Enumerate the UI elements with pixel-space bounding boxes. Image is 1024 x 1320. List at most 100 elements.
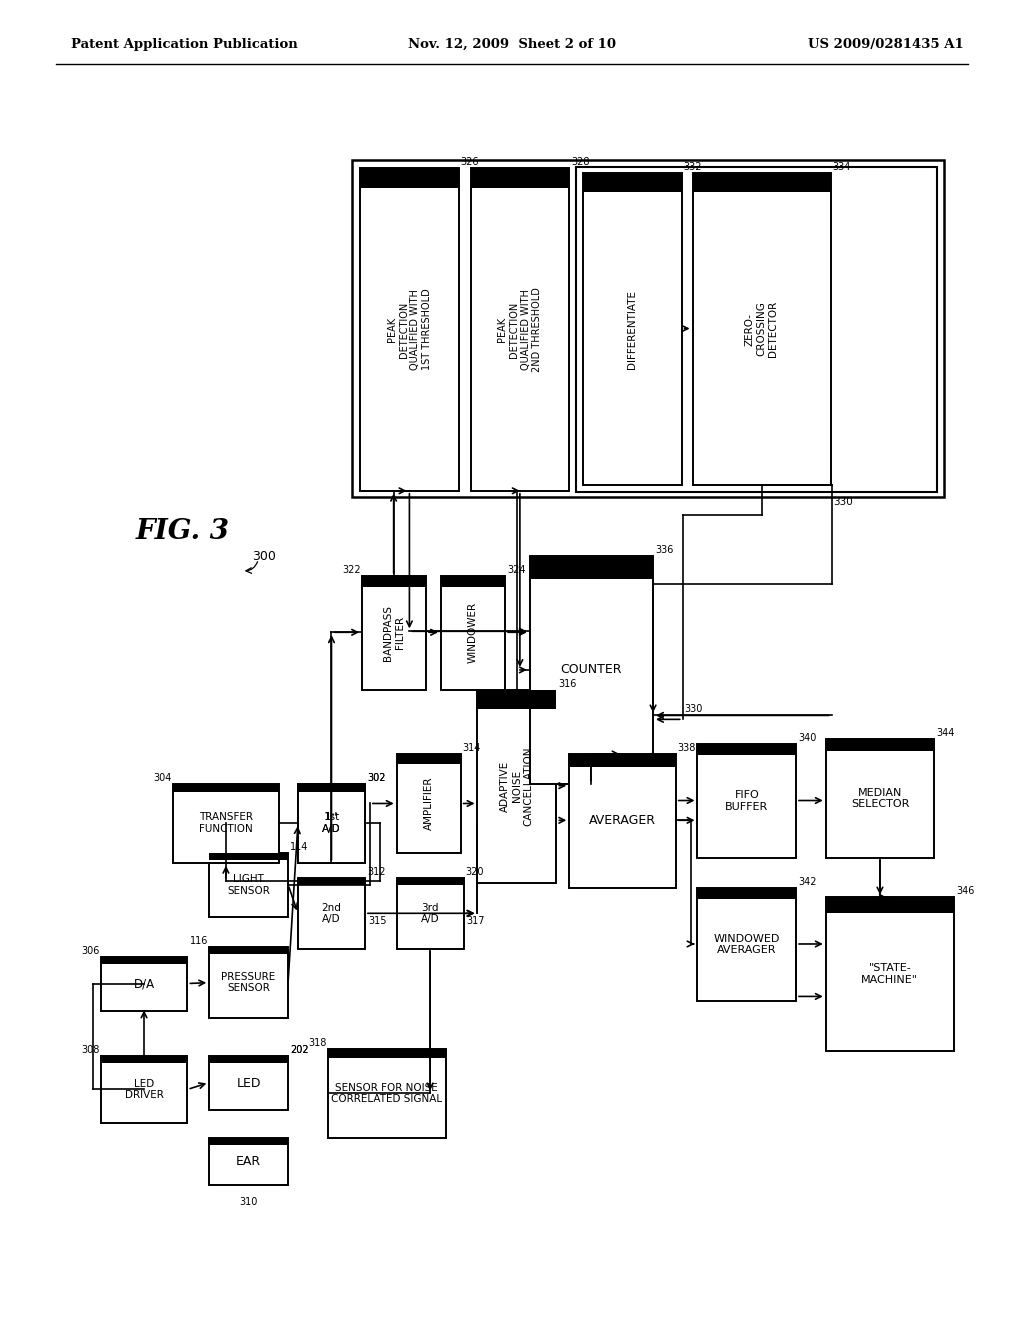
Bar — [362, 576, 426, 689]
Bar — [583, 173, 682, 191]
Bar — [209, 946, 288, 954]
Text: 326: 326 — [461, 157, 479, 168]
Bar — [569, 754, 676, 767]
Bar — [583, 173, 682, 484]
Bar — [173, 784, 280, 863]
Text: EAR: EAR — [237, 1155, 261, 1168]
Bar — [298, 878, 365, 949]
Text: FIFO
BUFFER: FIFO BUFFER — [725, 791, 768, 812]
Text: 202: 202 — [290, 1045, 308, 1055]
Text: PRESSURE
SENSOR: PRESSURE SENSOR — [221, 972, 275, 994]
Bar — [328, 1049, 445, 1138]
Bar — [173, 784, 280, 792]
Bar — [100, 957, 187, 1011]
Bar — [471, 168, 569, 187]
Bar — [396, 754, 461, 764]
Bar — [100, 957, 187, 964]
Bar — [577, 168, 937, 492]
Bar — [697, 887, 796, 899]
Bar — [209, 853, 288, 859]
Text: 316: 316 — [558, 678, 577, 689]
Text: 3rd
A/D: 3rd A/D — [421, 903, 439, 924]
Text: 318: 318 — [308, 1038, 327, 1048]
Bar — [825, 739, 934, 858]
Text: D/A: D/A — [133, 978, 155, 990]
Text: AVERAGER: AVERAGER — [589, 814, 656, 828]
Bar — [825, 739, 934, 751]
Text: ADAPTIVE
NOISE
CANCELLATION: ADAPTIVE NOISE CANCELLATION — [501, 746, 534, 826]
Text: 336: 336 — [655, 545, 674, 556]
Text: MEDIAN
SELECTOR: MEDIAN SELECTOR — [851, 788, 909, 809]
Text: FIG. 3: FIG. 3 — [135, 517, 229, 545]
Bar — [298, 784, 365, 863]
Bar — [477, 689, 556, 709]
Bar — [298, 784, 365, 863]
Bar — [529, 556, 653, 784]
Text: 300: 300 — [252, 549, 275, 562]
Text: 344: 344 — [936, 729, 954, 738]
Text: 312: 312 — [367, 867, 385, 876]
Text: 310: 310 — [240, 1197, 258, 1208]
Bar — [100, 1056, 187, 1063]
Text: 1st
A/D: 1st A/D — [323, 813, 341, 834]
Text: 314: 314 — [463, 743, 481, 752]
Text: 342: 342 — [798, 876, 816, 887]
Text: 330: 330 — [685, 705, 703, 714]
Text: 340: 340 — [798, 733, 816, 743]
Bar — [697, 887, 796, 1002]
Text: 202: 202 — [290, 1045, 308, 1055]
Text: 330: 330 — [834, 496, 853, 507]
Bar — [209, 1056, 288, 1110]
Text: 308: 308 — [81, 1045, 99, 1055]
Text: 320: 320 — [466, 867, 484, 876]
Text: 116: 116 — [189, 936, 208, 946]
Text: 302: 302 — [367, 772, 385, 783]
Bar — [471, 168, 569, 491]
Text: 346: 346 — [955, 887, 974, 896]
Bar — [529, 556, 653, 579]
Text: Patent Application Publication: Patent Application Publication — [71, 38, 298, 51]
Bar — [209, 853, 288, 917]
Bar — [298, 878, 365, 884]
Bar — [396, 878, 464, 949]
Text: 304: 304 — [154, 772, 172, 783]
Bar — [692, 173, 830, 191]
Text: 306: 306 — [81, 946, 99, 956]
Text: 332: 332 — [684, 162, 702, 172]
Text: 322: 322 — [342, 565, 361, 576]
Bar — [441, 576, 505, 587]
Text: PEAK
DETECTION
QUALIFIED WITH
1ST THRESHOLD: PEAK DETECTION QUALIFIED WITH 1ST THRESH… — [387, 289, 432, 371]
Bar — [298, 784, 365, 792]
Bar — [825, 898, 954, 913]
Text: PEAK
DETECTION
QUALIFIED WITH
2ND THRESHOLD: PEAK DETECTION QUALIFIED WITH 2ND THRESH… — [498, 286, 543, 372]
Bar — [209, 1138, 288, 1185]
Bar — [362, 576, 426, 587]
Text: 338: 338 — [678, 743, 696, 752]
Text: WINDOWED
AVERAGER: WINDOWED AVERAGER — [714, 933, 780, 956]
Bar — [328, 1049, 445, 1057]
Text: 302: 302 — [367, 772, 385, 783]
Text: 328: 328 — [571, 157, 590, 168]
Bar — [825, 898, 954, 1051]
Text: US 2009/0281435 A1: US 2009/0281435 A1 — [808, 38, 964, 51]
Text: SENSOR FOR NOISE
CORRELATED SIGNAL: SENSOR FOR NOISE CORRELATED SIGNAL — [331, 1082, 442, 1105]
Bar — [360, 168, 459, 187]
Text: 114: 114 — [290, 842, 308, 851]
Text: 334: 334 — [833, 162, 851, 172]
Bar — [360, 168, 459, 491]
Bar — [298, 784, 365, 792]
Text: 317: 317 — [467, 916, 485, 927]
Text: LIGHT
SENSOR: LIGHT SENSOR — [227, 874, 270, 896]
Text: COUNTER: COUNTER — [561, 664, 623, 676]
Bar — [396, 754, 461, 853]
Text: AMPLIFIER: AMPLIFIER — [424, 776, 433, 830]
Text: WINDOWER: WINDOWER — [468, 602, 478, 664]
Text: 324: 324 — [507, 565, 525, 576]
Text: LED: LED — [237, 1077, 261, 1089]
Text: 315: 315 — [368, 916, 386, 927]
Bar — [352, 160, 944, 496]
Bar — [697, 744, 796, 858]
Text: BANDPASS
FILTER: BANDPASS FILTER — [383, 605, 404, 661]
Text: ZERO-
CROSSING
DETECTOR: ZERO- CROSSING DETECTOR — [745, 301, 778, 358]
Text: 2nd
A/D: 2nd A/D — [322, 903, 341, 924]
